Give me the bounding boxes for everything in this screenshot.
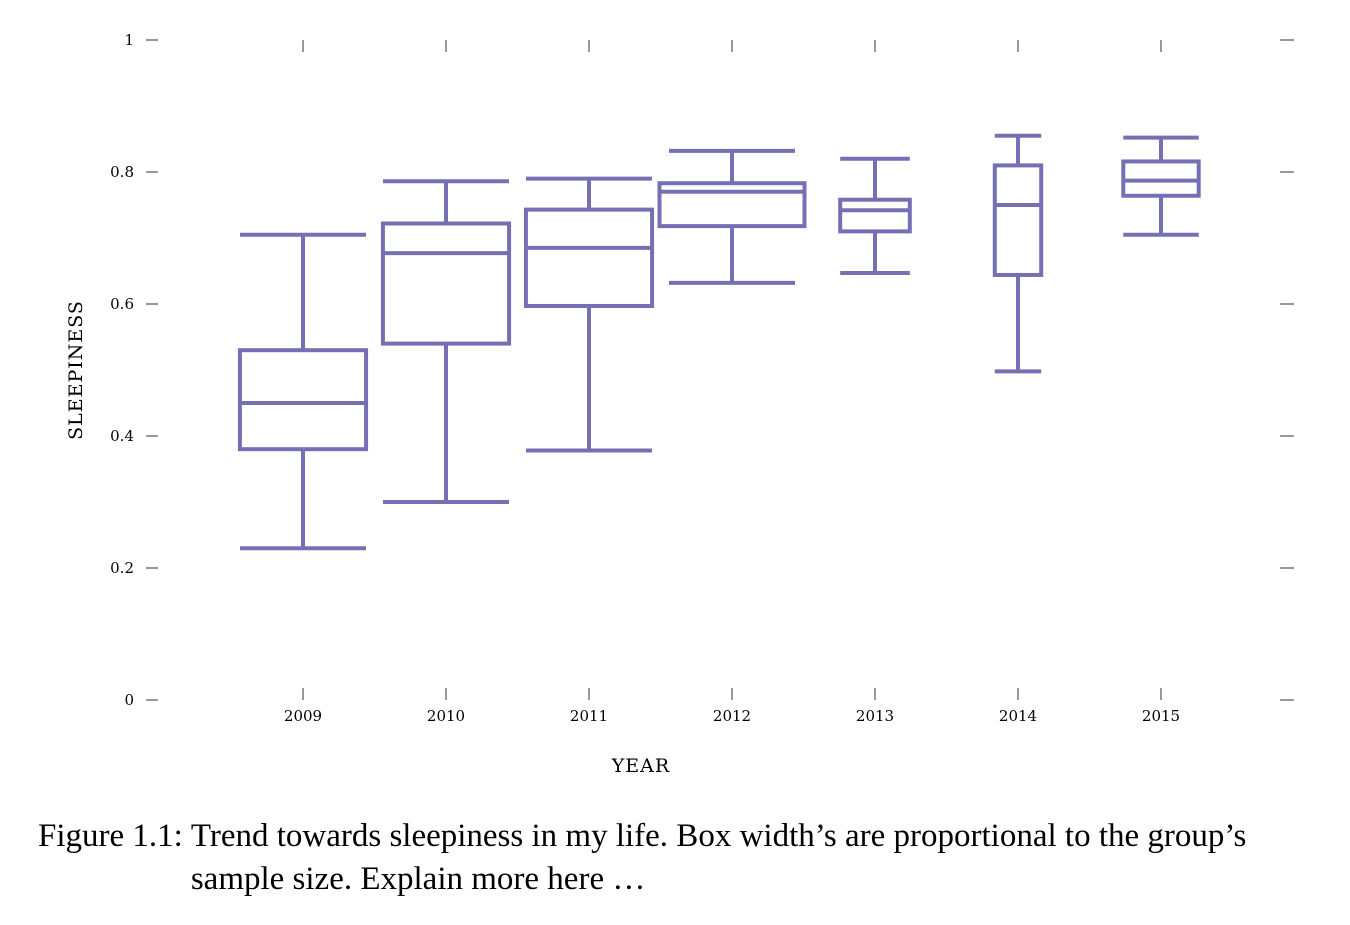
x-tick-label: 2011: [570, 707, 608, 725]
x-tick-label: 2015: [1142, 707, 1180, 725]
y-axis: 0 0.2 0.4 0.6 0.8 1: [110, 31, 1294, 709]
boxplot-chart: 00.20.40.60.81 2009 2010 2011 2012 2013 2014 2…: [65, 31, 1294, 777]
caption-text: Trend towards sleepiness in my life. Box…: [190, 818, 1247, 897]
figure-caption: Figure 1.1: Trend towards sleepiness in …: [38, 815, 1318, 901]
box-2011: [523, 176, 655, 453]
caption-label: Figure 1.1:: [38, 818, 183, 854]
y-tick-label: 0.4: [110, 427, 134, 445]
y-axis-title: SLEEPINESS: [65, 300, 87, 440]
x-tick-label: 2013: [856, 707, 894, 725]
box-2009: [237, 232, 369, 551]
y-tick-label: 0.2: [110, 559, 134, 577]
box-2010: [380, 179, 512, 504]
y-tick-label: 0: [124, 691, 134, 709]
iqr-box: [380, 221, 512, 346]
iqr-box: [992, 163, 1044, 277]
y-tick-label: 0.6: [110, 295, 134, 313]
boxes: [237, 133, 1201, 551]
iqr-box: [237, 348, 369, 452]
box-2013: [838, 156, 912, 275]
y-tick-label: 0.8: [110, 163, 134, 181]
x-axis: 2009 2010 2011 2012 2013 2014 2015: [284, 40, 1180, 725]
y-tick-label: 1: [124, 31, 134, 49]
box-2014: [992, 133, 1044, 374]
x-tick-label: 2010: [427, 707, 465, 725]
x-axis-title: YEAR: [611, 755, 670, 777]
x-tick-label: 2012: [713, 707, 751, 725]
iqr-box: [523, 207, 655, 308]
x-tick-label: 2014: [999, 707, 1037, 725]
box-2015: [1121, 135, 1201, 237]
x-tick-label: 2009: [284, 707, 322, 725]
box-2012: [657, 148, 807, 285]
iqr-box: [838, 197, 912, 234]
iqr-box: [657, 181, 807, 229]
